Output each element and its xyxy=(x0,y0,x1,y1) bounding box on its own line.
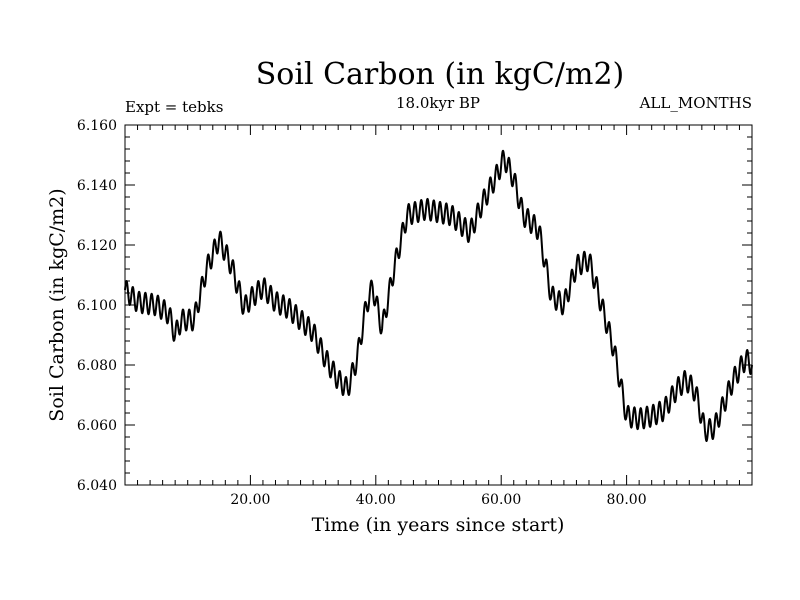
soil-carbon-series-line xyxy=(124,149,753,442)
y-tick-label: 6.140 xyxy=(77,178,117,194)
y-tick-label: 6.080 xyxy=(77,358,117,374)
x-axis-title: Time (in years since start) xyxy=(312,514,565,536)
months-label: ALL_MONTHS xyxy=(639,94,752,112)
x-tick-label: 40.00 xyxy=(356,492,396,508)
plot-frame xyxy=(124,124,753,486)
x-tick-label: 20.00 xyxy=(230,492,270,508)
x-tick-label: 80.00 xyxy=(607,492,647,508)
y-tick-label: 6.120 xyxy=(77,238,117,254)
experiment-label: Expt = tebks xyxy=(125,98,223,116)
y-axis-ticks: 6.040 6.060 6.080 6.100 6.120 6.140 6.160 xyxy=(77,118,752,494)
y-tick-label: 6.100 xyxy=(77,298,117,314)
x-axis-ticks: 20.00 40.00 60.00 80.00 xyxy=(137,125,740,508)
y-axis-title: Soil Carbon (in kgC/m2) xyxy=(46,188,68,421)
chart-title: Soil Carbon (in kgC/m2) xyxy=(256,57,624,92)
chart-subtitle: 18.0kyr BP xyxy=(396,94,480,112)
y-tick-label: 6.040 xyxy=(77,478,117,494)
x-tick-label: 60.00 xyxy=(481,492,521,508)
y-tick-label: 6.060 xyxy=(77,418,117,434)
y-tick-label: 6.160 xyxy=(77,118,117,134)
